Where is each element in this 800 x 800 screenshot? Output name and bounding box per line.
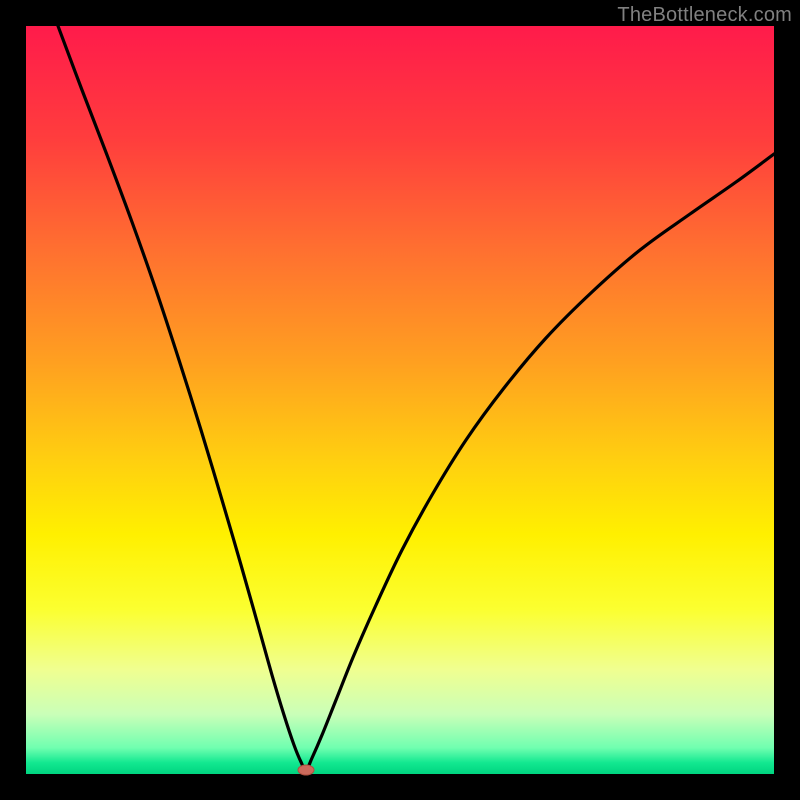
plot-background — [26, 26, 774, 774]
chart-svg — [0, 0, 800, 800]
optimal-point-marker — [298, 765, 314, 775]
watermark-label: TheBottleneck.com — [617, 4, 792, 27]
bottleneck-chart: TheBottleneck.com — [0, 0, 800, 800]
